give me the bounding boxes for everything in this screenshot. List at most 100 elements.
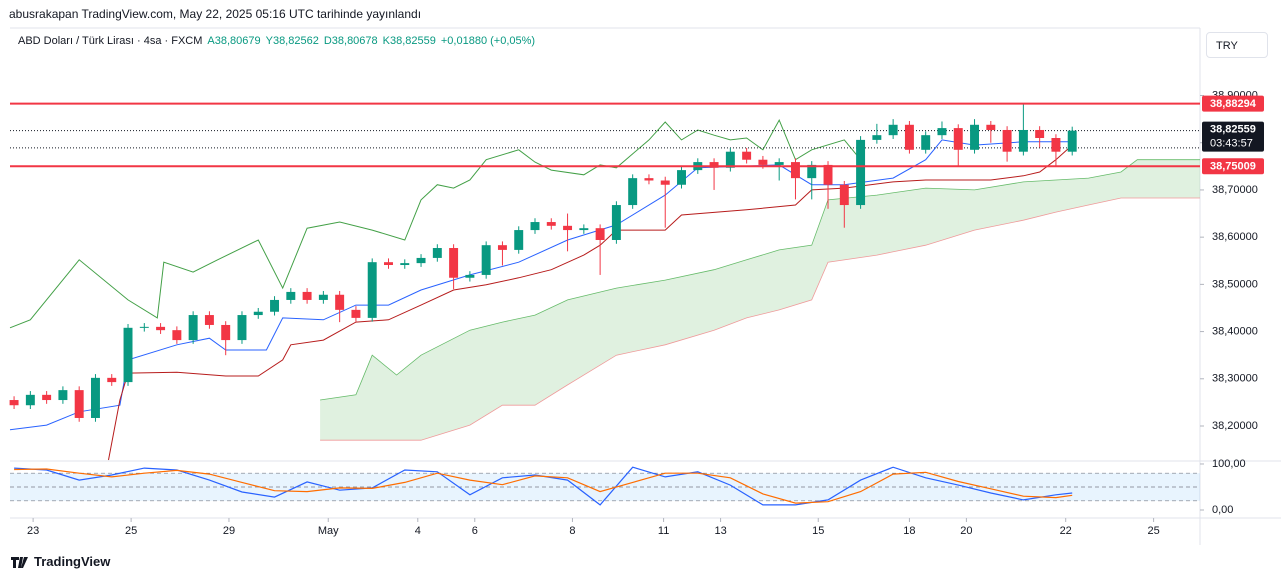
candle-body: [774, 162, 784, 165]
chart: 38,20000 38,30000 38,40000 38,50000 38,60000…: [9, 27, 1281, 545]
x-tick-label: 4: [415, 525, 421, 537]
candle-body: [823, 164, 833, 185]
candle-body: [9, 400, 19, 406]
candle-body: [790, 162, 800, 179]
candle-body: [953, 128, 963, 150]
oscillator-line: [14, 466, 1073, 506]
candle-body: [172, 330, 182, 341]
x-tick-label: 6: [472, 525, 478, 537]
candle-body: [563, 225, 573, 231]
candle-body: [628, 178, 638, 206]
x-tick-label: 22: [1060, 525, 1072, 537]
x-tick-label: 15: [812, 525, 824, 537]
candle-body: [579, 228, 589, 231]
candle-body: [188, 315, 198, 341]
x-tick-label: 25: [1147, 525, 1159, 537]
cloud-lower: [320, 197, 1200, 441]
candle-body: [42, 394, 52, 401]
indicator-line: [9, 118, 861, 329]
candle-body: [660, 180, 670, 185]
candle-body: [74, 390, 84, 418]
level-label: 38,75009: [1210, 161, 1256, 173]
candle-body: [302, 291, 312, 300]
x-tick-label: 11: [658, 525, 669, 537]
candle-body: [611, 205, 621, 240]
candle-body: [1035, 129, 1045, 139]
candle-body: [400, 263, 410, 266]
candle-body: [839, 184, 849, 206]
y-tick-label: 100,00: [1212, 458, 1246, 470]
candle-body: [921, 135, 931, 150]
candle-body: [856, 139, 866, 206]
cloud-fill: [320, 159, 1201, 441]
candle-body: [253, 311, 263, 316]
candle-body: [204, 315, 214, 325]
oscillator-line: [14, 468, 1073, 504]
candle-body: [58, 390, 68, 401]
countdown: 03:43:57: [1210, 138, 1253, 150]
candle-body: [335, 294, 345, 310]
candle-body: [25, 394, 35, 406]
cloud-upper: [320, 159, 1200, 401]
brand: TradingView: [10, 554, 110, 569]
candle-body: [725, 151, 735, 168]
level-label-box: [1202, 158, 1264, 175]
ohlc-high: Y38,82562: [265, 35, 319, 47]
candle-body: [286, 291, 296, 300]
candle-body: [237, 315, 247, 341]
candle-body: [904, 124, 914, 150]
ohlc-low: D38,80678: [323, 35, 378, 47]
candle-body: [595, 228, 605, 240]
candle-body: [221, 324, 231, 341]
candle-body: [530, 222, 540, 231]
x-tick-label: 20: [960, 525, 972, 537]
level-label-box: [1202, 95, 1264, 112]
candle-body: [90, 377, 100, 418]
candle-body: [986, 124, 996, 130]
x-tick-label: 25: [125, 525, 137, 537]
y-tick-label: 38,20000: [1212, 420, 1258, 432]
candle-body: [123, 327, 133, 383]
candle-body: [107, 377, 117, 383]
y-tick-label: 38,60000: [1212, 231, 1258, 243]
ohlc-close: K38,82559: [382, 35, 436, 47]
indicator-line: [108, 144, 1073, 461]
y-tick-label: 38,30000: [1212, 373, 1258, 385]
candle-body: [497, 245, 507, 250]
candle-body: [449, 248, 459, 278]
candle-body: [416, 257, 426, 264]
last-price-box: [1202, 121, 1264, 152]
candle-body: [709, 162, 719, 168]
candle-body: [1018, 129, 1028, 152]
candle-body: [156, 326, 166, 331]
brand-name: TradingView: [34, 554, 111, 569]
candle-body: [384, 262, 393, 266]
candle-body: [351, 309, 361, 318]
brand-logo: [11, 556, 28, 568]
candle-body: [514, 230, 524, 250]
last-price-label: 38,82559: [1210, 124, 1256, 136]
candle-body: [465, 274, 475, 278]
candle-body: [807, 164, 817, 179]
x-tick-label: 29: [223, 525, 235, 537]
y-tick-label: 0,00: [1212, 504, 1233, 516]
candle-body: [758, 159, 768, 165]
y-tick-label: 38,40000: [1212, 325, 1258, 337]
x-tick-label: 8: [569, 525, 575, 537]
candle-body: [1051, 138, 1061, 152]
x-tick-label: 13: [714, 525, 726, 537]
candle-body: [742, 151, 752, 160]
currency-button[interactable]: TRY: [1206, 32, 1268, 58]
candle-body: [139, 326, 149, 328]
y-tick-label: 38,50000: [1212, 278, 1258, 290]
x-tick-label: 23: [27, 525, 39, 537]
level-label: 38,88294: [1210, 98, 1257, 110]
candle-body: [432, 248, 442, 258]
candle-body: [1067, 130, 1077, 152]
y-tick-label: 38,70000: [1212, 184, 1258, 196]
candle-body: [937, 128, 947, 136]
candle-body: [644, 178, 654, 181]
candle-body: [546, 222, 556, 226]
